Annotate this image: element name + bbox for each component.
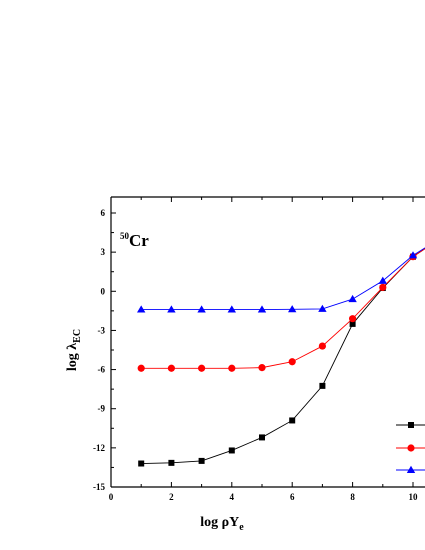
y-tick-label: 3: [101, 247, 106, 257]
data-point-triangle: [167, 305, 176, 313]
data-point-triangle: [408, 251, 418, 259]
series-line-circle: [141, 248, 425, 369]
y-axis-title-sub: EC: [72, 329, 83, 343]
y-tick-label: -6: [98, 365, 106, 375]
y-tick-label: -12: [93, 443, 105, 453]
data-point-triangle: [227, 305, 236, 313]
series-circle: [137, 248, 425, 372]
y-tick-label: -9: [98, 404, 106, 414]
legend-marker-circle: [407, 444, 415, 452]
data-point-circle: [349, 315, 357, 323]
legend: [396, 422, 425, 473]
y-tick-label: -15: [93, 482, 105, 492]
plot-axes: 0 2 4 6 8 10 6 3 0 -3 -6 -9 -12 -15: [93, 196, 425, 502]
y-tick-label: -3: [98, 325, 106, 335]
x-tick-label: 10: [409, 492, 419, 502]
x-tick-label: 0: [109, 492, 114, 502]
data-point-square: [198, 457, 205, 464]
data-point-triangle: [378, 276, 387, 284]
y-tick-label: 0: [101, 286, 106, 296]
data-point-triangle: [318, 304, 327, 312]
legend-marker-square: [408, 422, 414, 428]
data-point-triangle: [348, 294, 357, 303]
y-tick-label: 6: [101, 208, 106, 218]
y-axis-title: log λEC: [65, 329, 83, 371]
data-point-triangle: [257, 305, 267, 313]
x-tick-label: 6: [290, 492, 295, 502]
data-point-square: [289, 417, 296, 424]
x-tick-label: 8: [350, 492, 355, 502]
data-point-square: [259, 434, 265, 441]
data-point-circle: [167, 364, 175, 372]
legend-marker-triangle: [406, 465, 416, 473]
data-point-square: [228, 447, 235, 454]
series-triangle: [137, 247, 425, 313]
data-point-circle: [137, 364, 145, 372]
x-axis-title-main: log ρY: [200, 515, 239, 530]
isotope-element: Cr: [129, 231, 149, 250]
data-point-triangle: [137, 305, 146, 313]
x-tick-label: 4: [230, 492, 235, 502]
data-point-triangle: [288, 305, 297, 313]
series-line-square: [141, 248, 425, 464]
series-square: [138, 248, 425, 467]
data-point-square: [319, 382, 326, 389]
data-point-circle: [318, 342, 326, 350]
x-axis-title-sub: e: [239, 522, 244, 533]
y-axis-title-main: log λ: [65, 343, 80, 371]
data-point-circle: [228, 364, 236, 372]
data-point-circle: [198, 364, 206, 372]
x-axis-title: log ρYe: [200, 515, 244, 533]
data-point-square: [168, 459, 175, 466]
data-point-circle: [379, 283, 387, 291]
data-point-square: [349, 320, 356, 327]
isotope-label: 50Cr: [120, 231, 149, 250]
data-point-square: [138, 460, 145, 467]
data-point-circle: [288, 358, 296, 366]
isotope-mass-number: 50: [120, 231, 130, 241]
x-tick-label: 2: [169, 492, 174, 502]
data-point-circle: [258, 364, 266, 372]
series-layer: [137, 247, 425, 467]
series-line-triangle: [141, 247, 425, 311]
data-point-triangle: [197, 305, 206, 313]
